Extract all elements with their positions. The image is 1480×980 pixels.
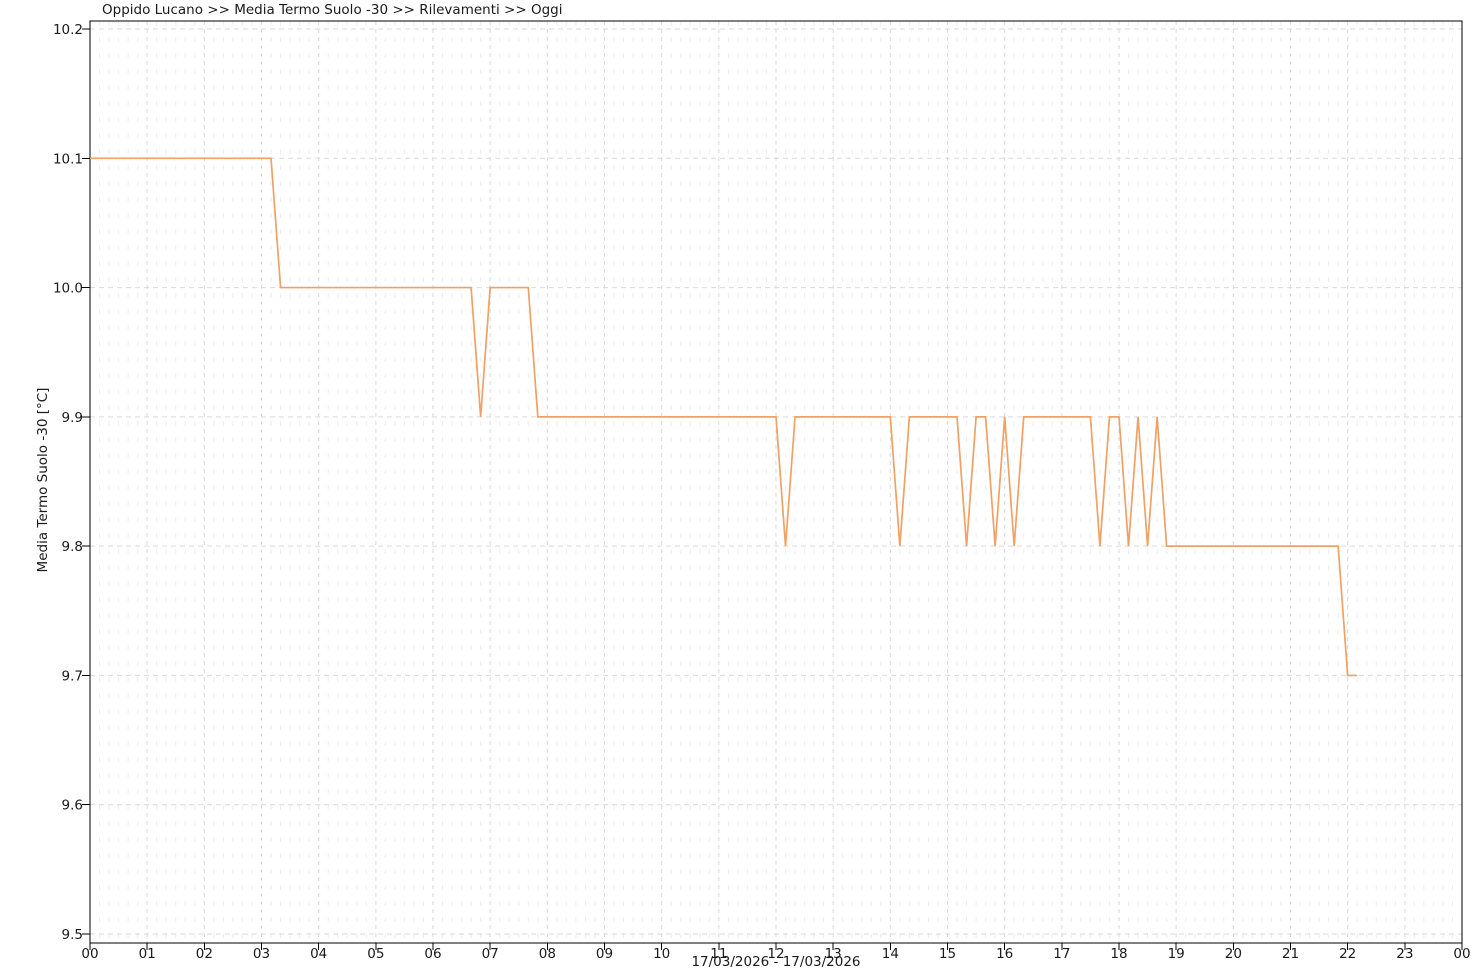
y-tick-label: 9.9	[62, 410, 83, 426]
x-tick-label: 04	[310, 946, 327, 962]
x-tick-label: 20	[1225, 946, 1242, 962]
y-tick-label: 9.6	[62, 798, 83, 814]
chart-breadcrumb-title: Oppido Lucano >> Media Termo Suolo -30 >…	[102, 2, 563, 18]
x-tick-label: 13	[825, 946, 842, 962]
x-tick-label: 01	[139, 946, 156, 962]
x-tick-label: 16	[996, 946, 1013, 962]
x-tick-label: 11	[710, 946, 727, 962]
x-tick-label: 17	[1053, 946, 1070, 962]
y-tick-label: 9.7	[62, 668, 83, 684]
x-tick-label: 22	[1339, 946, 1356, 962]
x-tick-label: 15	[939, 946, 956, 962]
x-tick-label: 06	[424, 946, 441, 962]
temperature-line-series	[90, 157, 1358, 677]
x-tick-label: 23	[1396, 946, 1413, 962]
x-tick-label: 14	[882, 946, 899, 962]
x-tick-label: 10	[653, 946, 670, 962]
y-axis-title: Media Termo Suolo -30 [°C]	[35, 387, 51, 573]
x-tick-label: 00	[1453, 946, 1470, 962]
x-tick-label: 03	[253, 946, 270, 962]
x-tick-label: 05	[367, 946, 384, 962]
y-tick-label: 9.8	[62, 539, 83, 555]
x-tick-label: 21	[1282, 946, 1299, 962]
x-tick-label: 19	[1168, 946, 1185, 962]
x-tick-label: 00	[81, 946, 98, 962]
y-tick-label: 9.5	[62, 927, 83, 943]
y-tick-label: 10.0	[53, 281, 83, 297]
y-tick-label: 10.2	[53, 22, 83, 38]
x-tick-label: 12	[767, 946, 784, 962]
y-tick-label: 10.1	[53, 151, 83, 167]
x-tick-label: 02	[196, 946, 213, 962]
x-tick-label: 08	[539, 946, 556, 962]
x-tick-label: 09	[596, 946, 613, 962]
x-axis-date-range: 17/03/2026 - 17/03/2026	[691, 954, 861, 970]
x-tick-label: 07	[482, 946, 499, 962]
x-tick-label: 18	[1110, 946, 1127, 962]
